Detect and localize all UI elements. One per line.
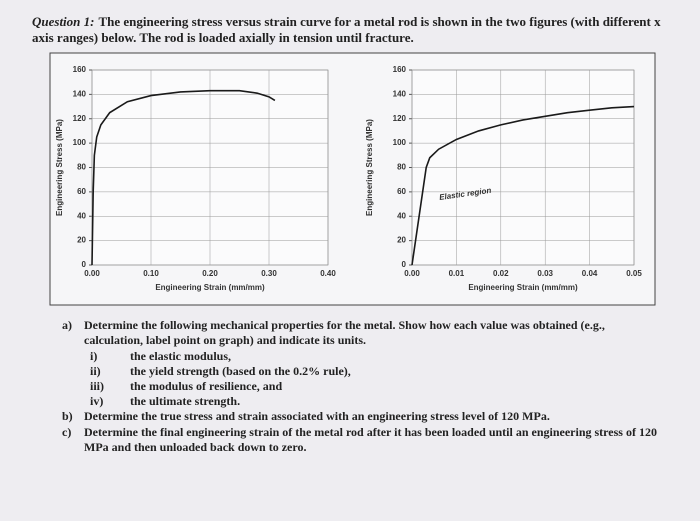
x-tick-label: 0.10 — [143, 269, 159, 278]
y-axis-label: Engineering Stress (MPa) — [55, 119, 64, 216]
y-tick-label: 60 — [397, 187, 406, 196]
y-tick-label: 100 — [73, 138, 87, 147]
part-label: c) — [62, 425, 72, 439]
part: a) Determine the following mechanical pro… — [62, 318, 662, 348]
sub-item-label: iv) — [90, 394, 104, 408]
part: c) Determine the final engineering strain… — [62, 425, 662, 455]
x-tick-label: 0.00 — [84, 269, 100, 278]
sub-item-text: the modulus of resilience, and — [130, 379, 283, 393]
part-text: Determine the true stress and strain ass… — [84, 409, 550, 423]
x-tick-label: 0.03 — [537, 269, 553, 278]
x-tick-label: 0.40 — [320, 269, 336, 278]
x-axis-label: Engineering Strain (mm/mm) — [155, 283, 265, 292]
sub-item: iv) the ultimate strength. — [90, 394, 662, 409]
x-tick-label: 0.20 — [202, 269, 218, 278]
part-text: Determine the following mechanical prope… — [84, 318, 605, 347]
y-tick-label: 40 — [397, 211, 406, 220]
x-tick-label: 0.00 — [404, 269, 420, 278]
part-text: Determine the final engineering strain o… — [84, 425, 657, 454]
part-label: a) — [62, 318, 72, 332]
sub-item-label: iii) — [90, 379, 104, 393]
y-tick-label: 20 — [397, 236, 406, 245]
y-tick-label: 140 — [393, 89, 407, 98]
x-tick-label: 0.02 — [493, 269, 509, 278]
y-tick-label: 100 — [393, 138, 407, 147]
sub-item-text: the yield strength (based on the 0.2% ru… — [130, 364, 351, 378]
question-text: The engineering stress versus strain cur… — [32, 14, 661, 45]
parts: a) Determine the following mechanical pro… — [62, 318, 662, 456]
y-tick-label: 140 — [73, 89, 87, 98]
part: b) Determine the true stress and strain a… — [62, 409, 662, 424]
y-axis-label: Engineering Stress (MPa) — [365, 119, 374, 216]
y-tick-label: 160 — [73, 65, 87, 74]
x-tick-label: 0.30 — [261, 269, 277, 278]
y-tick-label: 120 — [73, 114, 87, 123]
y-tick-label: 120 — [393, 114, 407, 123]
y-tick-label: 0 — [82, 260, 87, 269]
sub-item: ii) the yield strength (based on the 0.2%… — [90, 364, 662, 379]
y-tick-label: 0 — [402, 260, 407, 269]
figures: 0 20 40 60 80 100 120 140 160 0.00 0.10 0.20 0.30 0.4… — [49, 52, 656, 306]
part-label: b) — [62, 409, 73, 423]
sub-item-label: i) — [90, 349, 98, 363]
x-tick-label: 0.04 — [582, 269, 598, 278]
x-axis-label: Engineering Strain (mm/mm) — [468, 283, 578, 292]
sub-item: iii) the modulus of resilience, and — [90, 379, 662, 394]
question-label: Question 1: — [32, 14, 95, 29]
y-tick-label: 80 — [77, 163, 86, 172]
x-tick-label: 0.01 — [449, 269, 465, 278]
y-tick-label: 60 — [77, 187, 86, 196]
sub-item: i) the elastic modulus, — [90, 349, 662, 364]
sub-item-label: ii) — [90, 364, 101, 378]
y-tick-label: 160 — [393, 65, 407, 74]
sub-item-text: the elastic modulus, — [130, 349, 232, 363]
question: Question 1: The engineering stress versus… — [32, 14, 672, 46]
y-tick-label: 40 — [77, 211, 86, 220]
stress-strain-curve — [91, 89, 276, 266]
x-tick-label: 0.05 — [626, 269, 642, 278]
y-tick-label: 20 — [77, 236, 86, 245]
sub-item-text: the ultimate strength. — [130, 394, 241, 408]
stress-strain-curve — [411, 105, 635, 266]
y-tick-label: 80 — [397, 163, 406, 172]
